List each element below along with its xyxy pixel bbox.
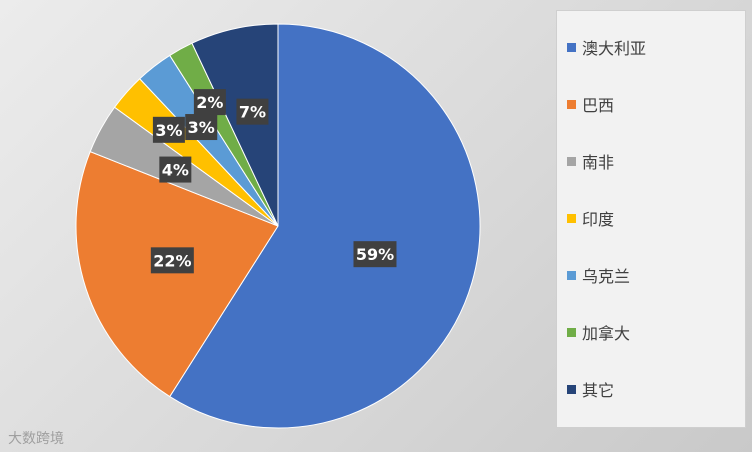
legend-item: 其它: [567, 377, 614, 401]
legend-item: 南非: [567, 149, 614, 173]
data-label-text: 22%: [153, 251, 191, 270]
watermark-logo: 大数跨境: [8, 431, 64, 447]
data-label-box: [353, 241, 397, 268]
legend-item: 澳大利亚: [567, 35, 646, 59]
chart-legend: 澳大利亚 巴西 南非 印度 乌克兰 加拿大 其它: [556, 10, 746, 428]
legend-swatch: [567, 213, 576, 223]
legend-label: 南非: [582, 153, 615, 172]
data-label-text: 2%: [196, 93, 223, 112]
pie-slice: [169, 23, 481, 429]
data-label: 4%: [159, 156, 192, 183]
data-label-box: [159, 156, 192, 183]
data-label-box: [236, 98, 269, 125]
legend-swatch: [567, 384, 576, 394]
legend-swatch: [567, 270, 576, 280]
data-label: 3%: [185, 114, 218, 141]
data-label: 7%: [236, 98, 269, 125]
data-label-box: [150, 247, 194, 274]
legend-label: 巴西: [582, 96, 615, 115]
legend-swatch: [567, 99, 576, 109]
data-label-box: [152, 116, 185, 143]
legend-swatch: [567, 327, 576, 337]
legend-label: 乌克兰: [582, 267, 631, 286]
legend-label: 印度: [582, 210, 615, 229]
legend-label: 其它: [582, 381, 615, 400]
data-label-text: 3%: [155, 121, 182, 140]
pie-slice: [75, 150, 279, 398]
data-label: 3%: [152, 116, 185, 143]
legend-label: 澳大利亚: [582, 39, 647, 58]
data-label-text: 59%: [356, 245, 394, 264]
legend-swatch: [567, 42, 576, 52]
legend-item: 印度: [567, 206, 614, 230]
legend-label: 加拿大: [582, 324, 631, 343]
legend-item: 巴西: [567, 92, 614, 116]
data-label: 22%: [150, 247, 194, 274]
legend-swatch: [567, 156, 576, 166]
legend-item: 加拿大: [567, 320, 630, 344]
data-label: 2%: [193, 89, 226, 116]
legend-item: 乌克兰: [567, 263, 630, 287]
pie-slice: [191, 23, 279, 227]
data-label-text: 7%: [239, 103, 266, 122]
data-label-text: 3%: [188, 118, 215, 137]
data-label-box: [193, 89, 226, 116]
data-label: 59%: [353, 241, 397, 268]
data-label-box: [185, 114, 218, 141]
data-label-text: 4%: [162, 161, 189, 180]
